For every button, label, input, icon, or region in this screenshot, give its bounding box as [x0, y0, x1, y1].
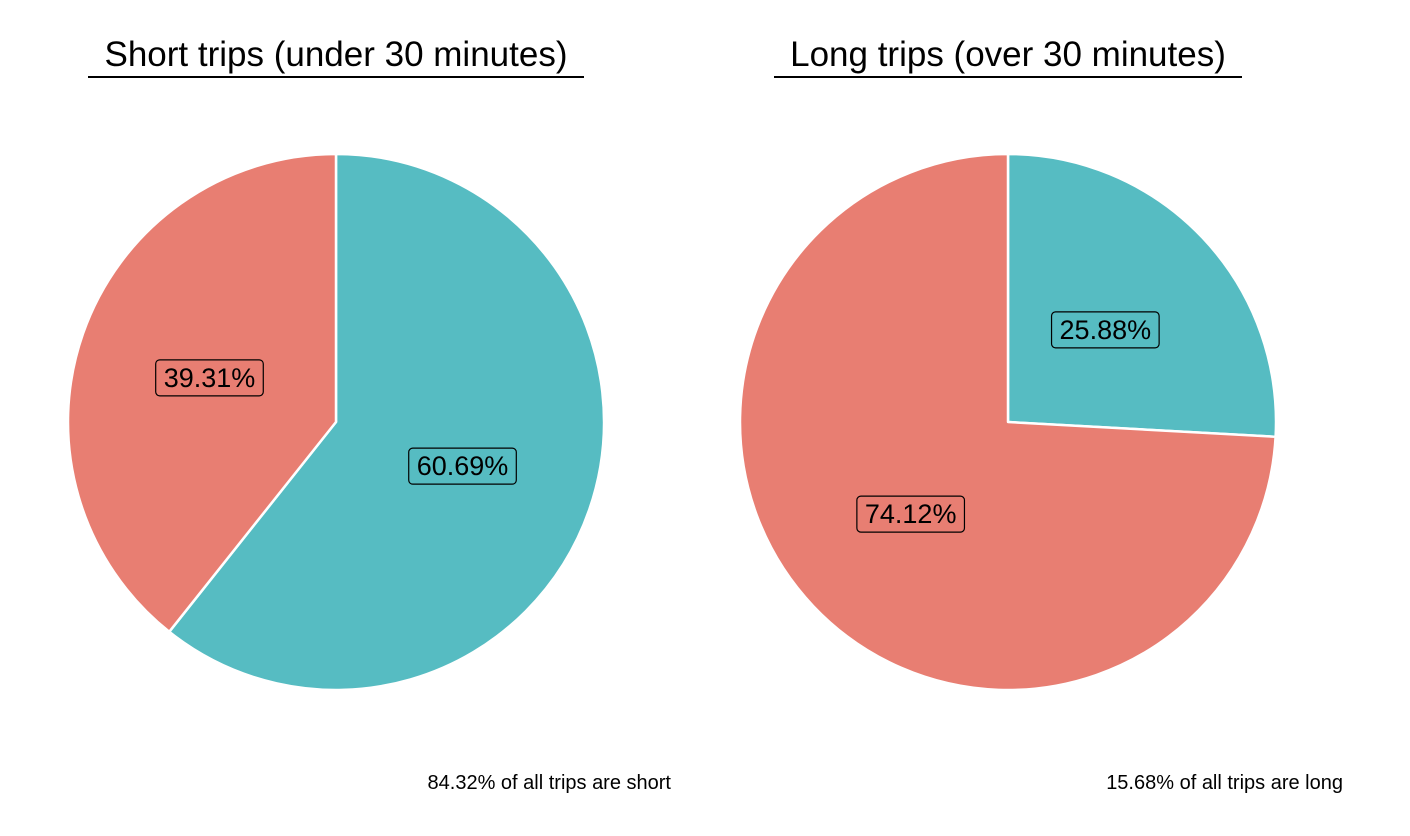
slice-label: 60.69%	[408, 447, 517, 485]
pie-slice	[738, 152, 1277, 692]
short-trips-title: Short trips (under 30 minutes)	[105, 35, 568, 74]
slice-label-text: 74.12%	[865, 499, 957, 529]
pie-slice	[1006, 152, 1278, 439]
slice-label: 25.88%	[1050, 311, 1160, 349]
slice-label-text: 39.31%	[164, 363, 256, 393]
short-trips-pie: 60.69% 39.31%	[66, 152, 606, 692]
long-trips-pie: 25.88% 74.12%	[738, 152, 1278, 692]
long-trips-panel: Long trips (over 30 minutes) 25.88% 74.12…	[738, 35, 1343, 794]
long-trips-title: Long trips (over 30 minutes)	[790, 35, 1226, 74]
short-trips-caption: 84.32% of all trips are short	[428, 772, 672, 794]
slice-label: 74.12%	[856, 495, 966, 533]
short-trips-panel: Short trips (under 30 minutes) 60.69% 39.…	[66, 35, 672, 794]
slice-label-box	[1050, 311, 1160, 349]
long-trips-caption: 15.68% of all trips are long	[1106, 772, 1343, 794]
slice-label-text: 25.88%	[1060, 315, 1152, 345]
slice-label-box	[155, 359, 264, 397]
slice-label: 39.31%	[155, 359, 264, 397]
pie-slice	[167, 152, 606, 692]
slice-label-box	[856, 495, 966, 533]
slice-label-text: 60.69%	[417, 451, 509, 481]
slice-label-box	[408, 447, 517, 485]
